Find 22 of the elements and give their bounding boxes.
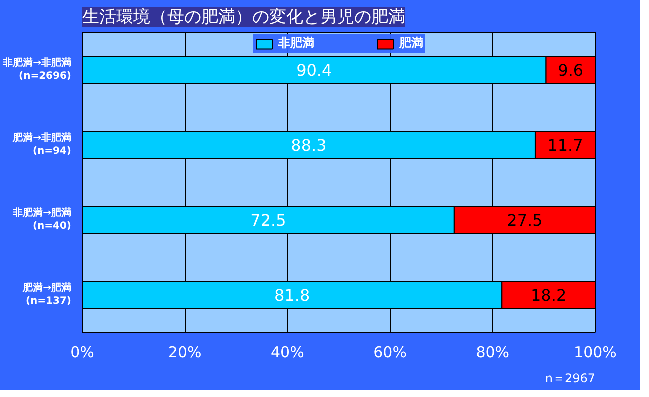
y-tick-label: 非肥満→非肥満 (n=2696) (2, 56, 72, 82)
x-tick-label: 0% (70, 344, 94, 362)
data-label: 90.4 (296, 61, 332, 80)
x-tick-label: 60% (374, 344, 407, 362)
x-tick-label: 40% (271, 344, 304, 362)
data-label: 9.6 (558, 61, 584, 80)
data-label: 72.5 (250, 211, 286, 230)
y-tick-label: 非肥満→肥満 (n=40) (12, 206, 72, 232)
data-label: 88.3 (291, 136, 327, 155)
x-tick-label: 20% (168, 344, 202, 362)
data-label: 18.2 (531, 286, 567, 305)
text: n＝2967 (545, 372, 596, 386)
x-tick-label: 100% (574, 344, 617, 362)
data-label: 11.7 (548, 136, 584, 155)
data-label: 27.5 (507, 211, 543, 230)
data-label: 81.8 (274, 286, 310, 305)
legend-label: 肥満 (400, 35, 424, 52)
chart-title: 生活環境（母の肥満）の変化と男児の肥満 (82, 8, 406, 28)
y-tick-label: 肥満→肥満 (n=137) (22, 282, 72, 308)
x-tick-label: 80% (476, 344, 510, 362)
y-tick-label: 肥満→非肥満 (n=94) (12, 132, 72, 158)
legend-label: 非肥満 (278, 35, 314, 52)
